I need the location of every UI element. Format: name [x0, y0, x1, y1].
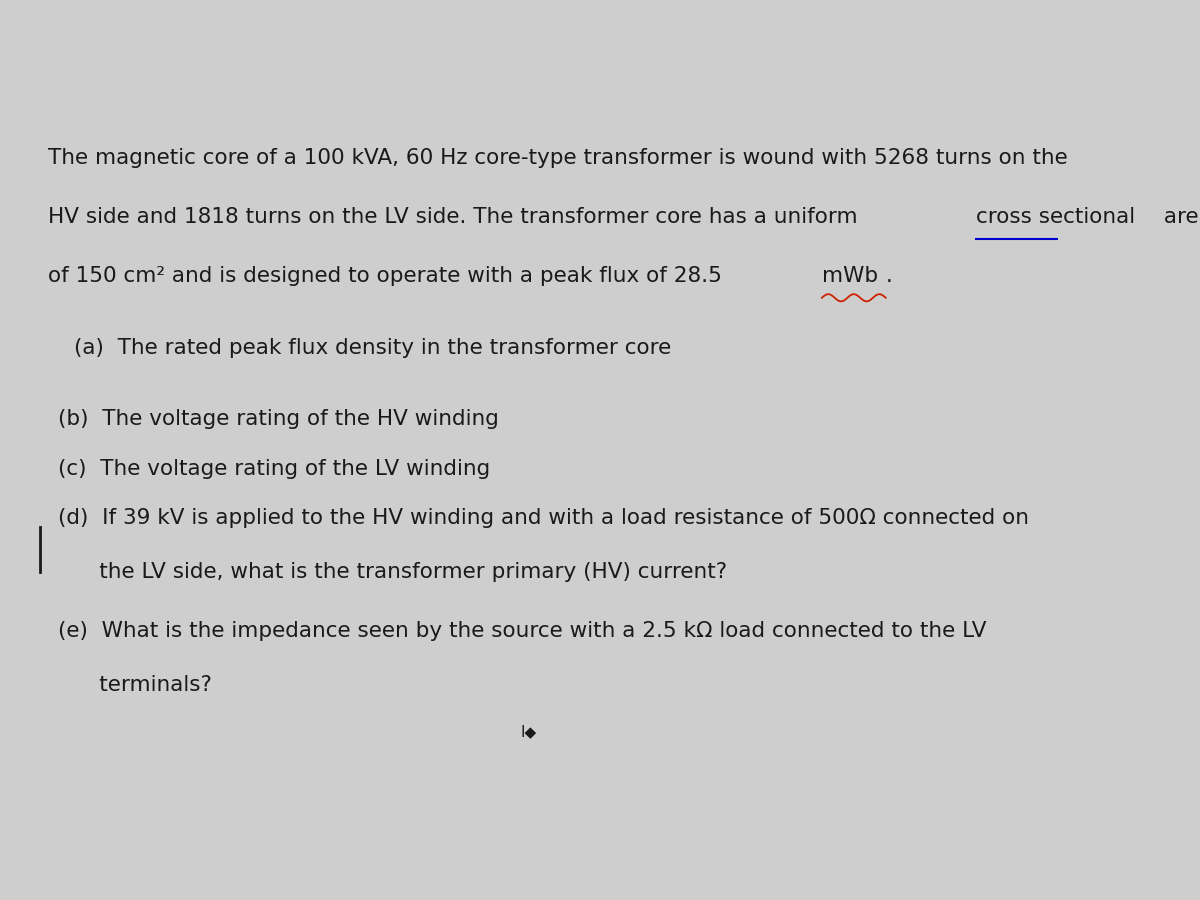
Text: (c)  The voltage rating of the LV winding: (c) The voltage rating of the LV winding — [58, 459, 491, 479]
Text: the LV side, what is the transformer primary (HV) current?: the LV side, what is the transformer pri… — [58, 562, 727, 582]
Text: cross sectional: cross sectional — [977, 207, 1135, 227]
Text: mWb: mWb — [822, 266, 878, 285]
Text: (e)  What is the impedance seen by the source with a 2.5 kΩ load connected to th: (e) What is the impedance seen by the so… — [58, 621, 986, 641]
Text: (d)  If 39 kV is applied to the HV winding and with a load resistance of 500Ω co: (d) If 39 kV is applied to the HV windin… — [58, 508, 1030, 528]
Text: (a)  The rated peak flux density in the transformer core: (a) The rated peak flux density in the t… — [74, 338, 671, 357]
Text: .: . — [886, 266, 893, 285]
Text: I◆: I◆ — [521, 724, 538, 740]
Text: terminals?: terminals? — [58, 675, 212, 695]
Text: The magnetic core of a 100 kVA, 60 Hz core-type transformer is wound with 5268 t: The magnetic core of a 100 kVA, 60 Hz co… — [48, 148, 1067, 168]
Text: (b)  The voltage rating of the HV winding: (b) The voltage rating of the HV winding — [58, 410, 499, 429]
Text: HV side and 1818 turns on the LV side. The transformer core has a uniform: HV side and 1818 turns on the LV side. T… — [48, 207, 864, 227]
Text: of 150 cm² and is designed to operate with a peak flux of 28.5: of 150 cm² and is designed to operate wi… — [48, 266, 728, 285]
Text: area: area — [1157, 207, 1200, 227]
